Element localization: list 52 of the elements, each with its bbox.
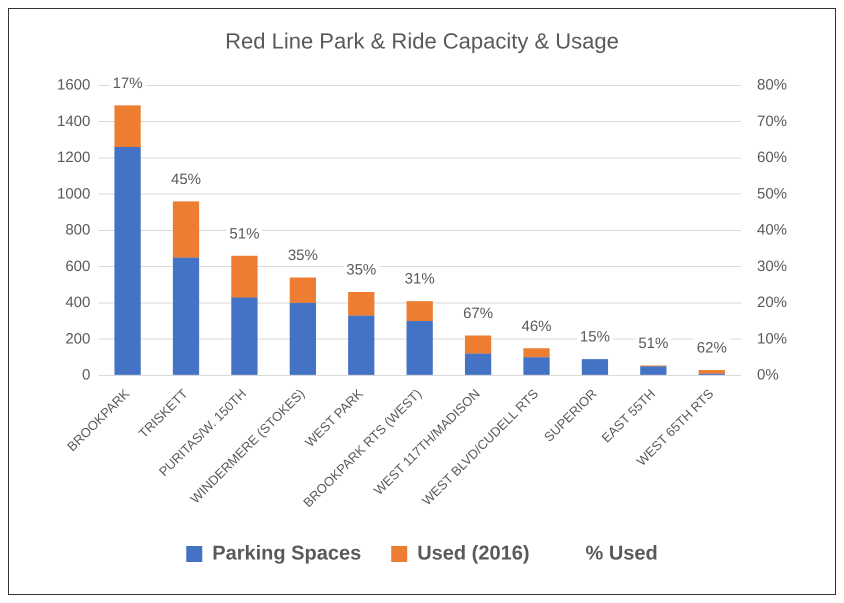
annotation: 45% bbox=[170, 171, 202, 188]
annotation: 17% bbox=[112, 74, 143, 92]
bar bbox=[348, 292, 374, 316]
y-tick-label: 0 bbox=[82, 366, 90, 384]
y2-tick-label: 60% bbox=[756, 149, 788, 166]
bar bbox=[114, 147, 141, 375]
y2-tick-label: 30% bbox=[756, 258, 788, 275]
annotation: 35% bbox=[288, 247, 318, 264]
bar bbox=[640, 366, 666, 375]
y-tick-label: 1400 bbox=[56, 112, 90, 130]
bar bbox=[406, 301, 433, 322]
y-tick-label: 200 bbox=[65, 330, 90, 348]
bar bbox=[523, 348, 550, 358]
y2-tick-label: 20% bbox=[756, 294, 788, 312]
y-tick-label: 1200 bbox=[56, 149, 90, 166]
bar bbox=[464, 336, 492, 354]
text: % Used bbox=[585, 542, 658, 565]
annotation: 62% bbox=[696, 340, 727, 357]
bar bbox=[464, 354, 492, 375]
annotation: 46% bbox=[521, 318, 552, 335]
y-tick-label: 800 bbox=[65, 222, 90, 239]
bar bbox=[290, 278, 316, 303]
legend-label: Used (2016) bbox=[417, 542, 530, 565]
bar bbox=[348, 316, 374, 375]
annotation: 67% bbox=[463, 305, 494, 322]
y-tick-label: 400 bbox=[65, 294, 90, 312]
bar bbox=[290, 302, 316, 375]
y-tick-label: 1600 bbox=[56, 76, 90, 94]
annotation: 51% bbox=[229, 225, 260, 242]
y2-tick-label: 50% bbox=[756, 185, 788, 202]
y2-tick-label: 10% bbox=[756, 330, 788, 348]
annotation: 35% bbox=[346, 262, 376, 279]
bar bbox=[582, 359, 608, 375]
bar bbox=[172, 258, 200, 375]
bar bbox=[172, 201, 200, 258]
chart-title: Red Line Park & Ride Capacity & Usage bbox=[225, 28, 619, 54]
bar bbox=[231, 297, 258, 375]
y2-tick-label: 70% bbox=[756, 112, 788, 130]
legend-label: Parking Spaces bbox=[212, 542, 362, 565]
annotation: 51% bbox=[638, 335, 668, 352]
bar bbox=[523, 357, 550, 375]
bar bbox=[114, 105, 141, 148]
annotation: 15% bbox=[580, 328, 610, 346]
bar bbox=[231, 256, 258, 298]
bar bbox=[406, 321, 433, 375]
y2-tick-label: 80% bbox=[756, 76, 788, 94]
y-tick-label: 1000 bbox=[56, 185, 90, 202]
y2-tick-label: 0% bbox=[756, 366, 779, 384]
annotation: 31% bbox=[404, 270, 435, 288]
y2-tick-label: 40% bbox=[756, 222, 788, 239]
y-tick-label: 600 bbox=[65, 258, 90, 275]
bar bbox=[698, 370, 725, 374]
